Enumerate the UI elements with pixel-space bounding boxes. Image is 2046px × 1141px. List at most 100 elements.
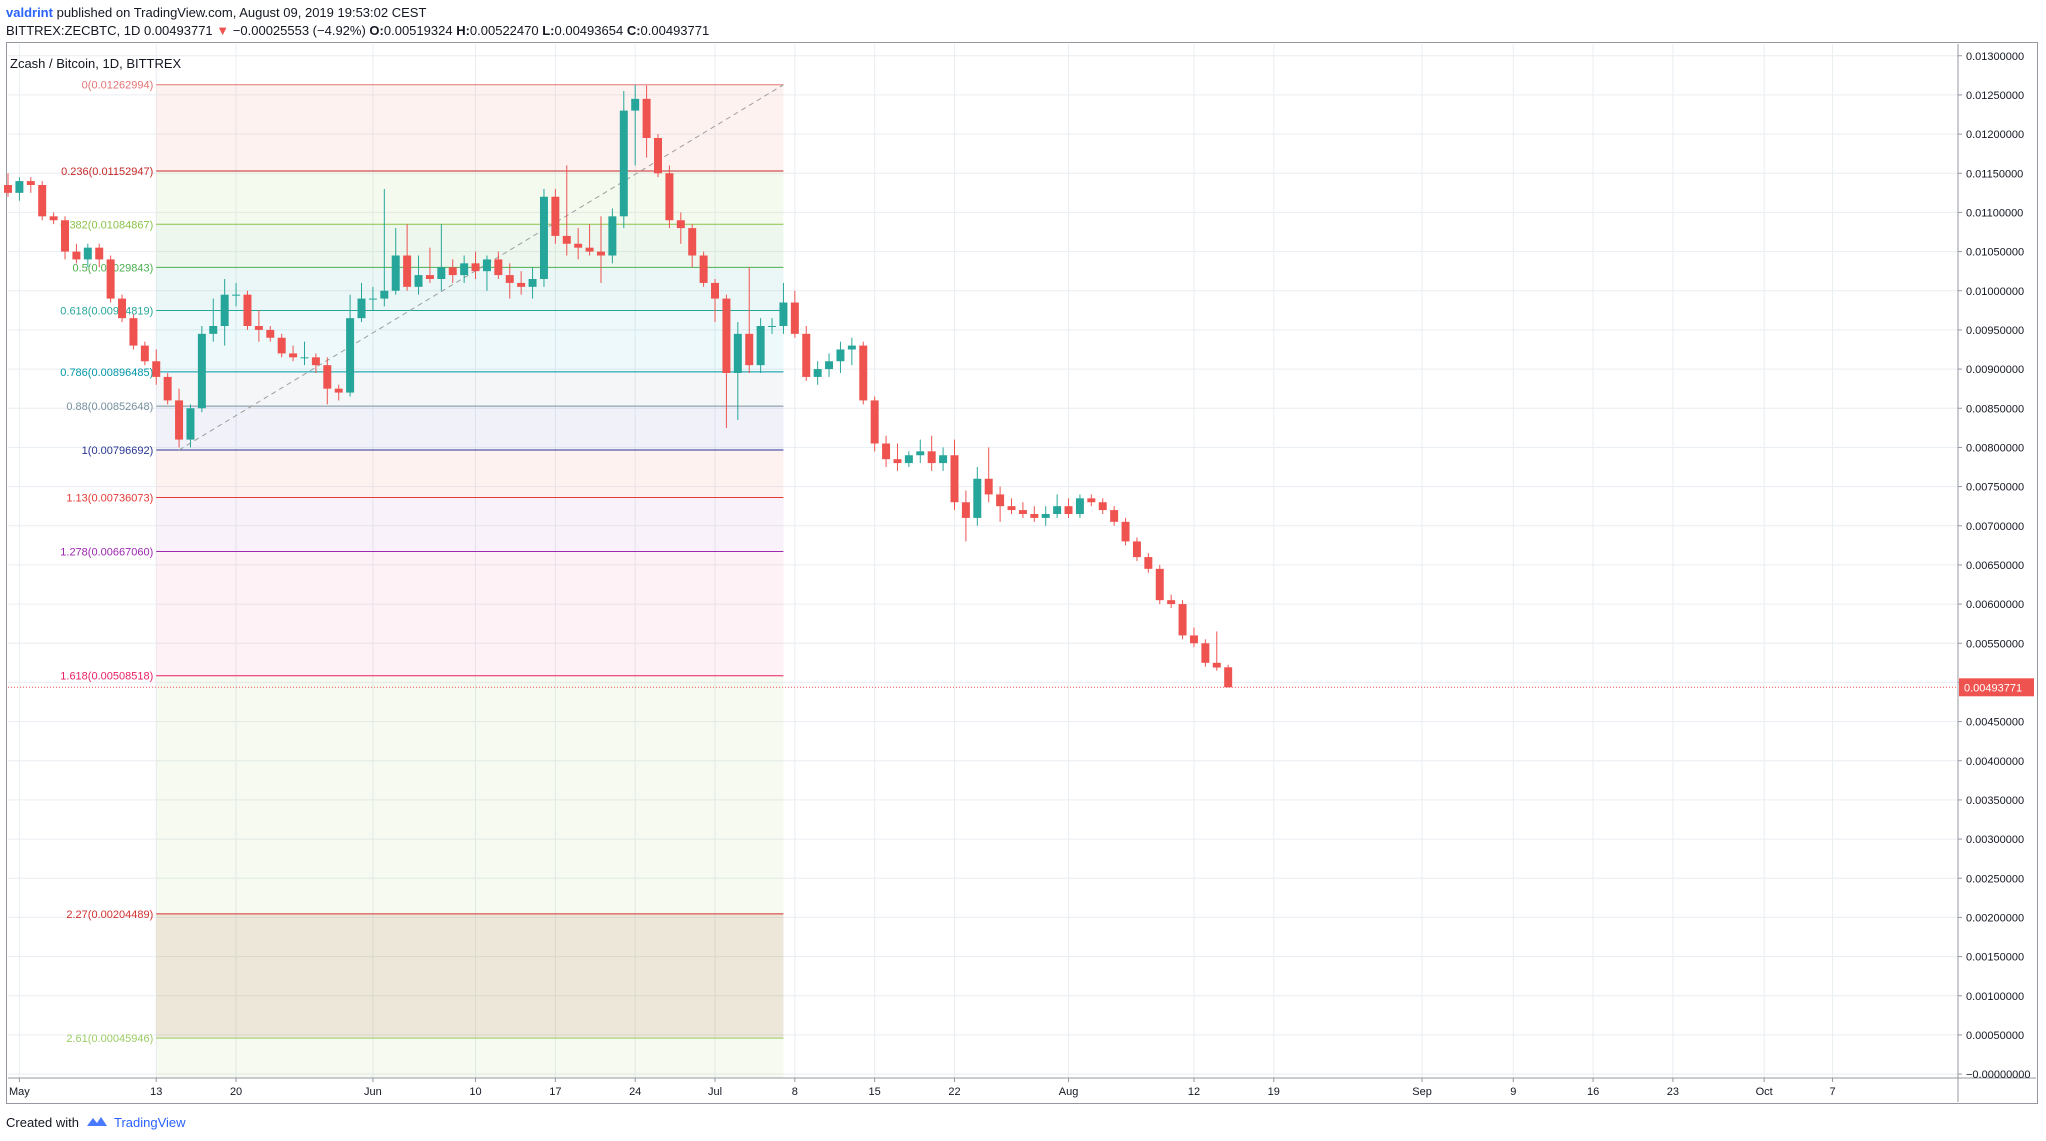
candle-down (859, 345, 868, 401)
candle-down (676, 220, 685, 229)
x-tick-label: Oct (1756, 1086, 1773, 1098)
candle-up (1041, 514, 1050, 518)
candle-down (494, 259, 503, 276)
candle-up (186, 408, 195, 440)
candle-up (847, 345, 856, 350)
y-tick-label: 0.00100000 (1966, 991, 2024, 1003)
fib-zone (156, 371, 784, 407)
low-label: L: (542, 23, 555, 38)
last-price: 0.00493771 (143, 23, 213, 38)
candle-down (961, 502, 970, 518)
y-tick-label: −0.00000000 (1966, 1069, 2031, 1081)
candle-down (334, 388, 343, 393)
candle-down (1121, 521, 1130, 542)
fib-level-label: 1.13(0.00736073) (66, 492, 153, 504)
close-value: 0.00493771 (640, 23, 710, 38)
y-tick-label: 0.00350000 (1966, 795, 2024, 807)
candle-down (1030, 514, 1039, 518)
candle-up (779, 302, 788, 326)
symbol-label: BITTREX:ZECBTC, 1D (6, 23, 141, 38)
candle-down (1064, 506, 1073, 514)
candle-down (722, 298, 731, 373)
candle-down (1178, 604, 1187, 636)
candle-up (813, 369, 822, 377)
candle-down (996, 494, 1005, 507)
candle-down (790, 302, 799, 334)
fib-zone (156, 170, 784, 225)
close-label: C: (626, 23, 641, 38)
y-tick-label: 0.00150000 (1966, 952, 2024, 964)
y-tick-label: 0.00450000 (1966, 717, 2024, 729)
candle-up (836, 349, 845, 362)
fib-level-label: 1(0.00796692) (82, 445, 154, 457)
candle-down (26, 181, 35, 185)
candle-down (1144, 557, 1153, 569)
change-value: −0.00025553 (−4.92%) (232, 23, 366, 38)
fib-zone (156, 406, 784, 451)
candle-up (608, 216, 617, 256)
y-tick-label: 0.01100000 (1966, 207, 2023, 219)
author-link[interactable]: valdrint (6, 5, 53, 20)
candle-up (756, 326, 765, 366)
candle-down (311, 357, 320, 366)
candle-down (1098, 502, 1107, 511)
y-tick-label: 0.00400000 (1966, 756, 2024, 768)
candle-down (893, 459, 902, 464)
candle-down (4, 185, 12, 193)
fib-zone (156, 1038, 784, 1078)
candle-down (1189, 635, 1198, 644)
published-text: published on TradingView.com, August 09,… (56, 5, 427, 20)
y-tick-label: 0.01050000 (1966, 247, 2024, 259)
candle-down (596, 251, 605, 256)
candle-up (391, 255, 400, 291)
chart-frame[interactable] (6, 42, 2038, 1104)
tradingview-link[interactable]: TradingView (114, 1115, 186, 1130)
y-tick-label: 0.00550000 (1966, 638, 2024, 650)
candle-down (745, 333, 754, 366)
y-tick-label: 0.00950000 (1966, 325, 2024, 337)
candle-down (562, 235, 571, 244)
x-tick-label: 19 (1268, 1086, 1280, 1098)
candle-up (973, 478, 982, 518)
publish-line: valdrint published on TradingView.com, A… (6, 4, 2036, 22)
candle-down (448, 267, 457, 276)
open-label: O: (369, 23, 384, 38)
fib-level-label: 2.61(0.00045946) (66, 1033, 153, 1045)
candle-down (254, 326, 263, 330)
open-value: 0.00519324 (383, 23, 453, 38)
ohlc-line: BITTREX:ZECBTC, 1D 0.00493771 ▼ −0.00025… (6, 22, 2036, 40)
candle-up (83, 247, 92, 260)
candle-down (266, 329, 275, 338)
x-tick-label: 9 (1510, 1086, 1516, 1098)
candle-down (699, 255, 708, 283)
candle-down (585, 247, 594, 252)
fib-zone (156, 224, 784, 268)
candle-up (220, 294, 229, 326)
y-tick-label: 0.00650000 (1966, 560, 2024, 572)
chart-title: Zcash / Bitcoin, 1D, BITTREX (10, 56, 182, 71)
candle-down (289, 353, 298, 358)
fib-level-label: 0(0.01262994) (82, 80, 154, 92)
x-tick-label: 7 (1829, 1086, 1835, 1098)
trend-line (178, 84, 784, 451)
fib-zone (156, 497, 784, 552)
candle-down (95, 247, 104, 260)
candle-down (1212, 662, 1221, 668)
high-value: 0.00522470 (469, 23, 539, 38)
candle-down (38, 185, 47, 217)
candle-down (950, 455, 959, 503)
candle-down (688, 228, 697, 256)
x-tick-label: Sep (1412, 1086, 1432, 1098)
chart-header: valdrint published on TradingView.com, A… (6, 4, 2036, 40)
candle-up (414, 275, 423, 287)
y-tick-label: 0.00750000 (1966, 482, 2024, 494)
candle-down (1132, 541, 1141, 558)
candle-down (665, 173, 674, 221)
candle-up (1053, 506, 1062, 514)
fib-level-label: 2.27(0.00204489) (66, 909, 153, 921)
candle-down (403, 255, 412, 287)
fib-zone (156, 675, 784, 914)
candle-down (152, 361, 161, 377)
x-tick-label: 23 (1667, 1086, 1679, 1098)
